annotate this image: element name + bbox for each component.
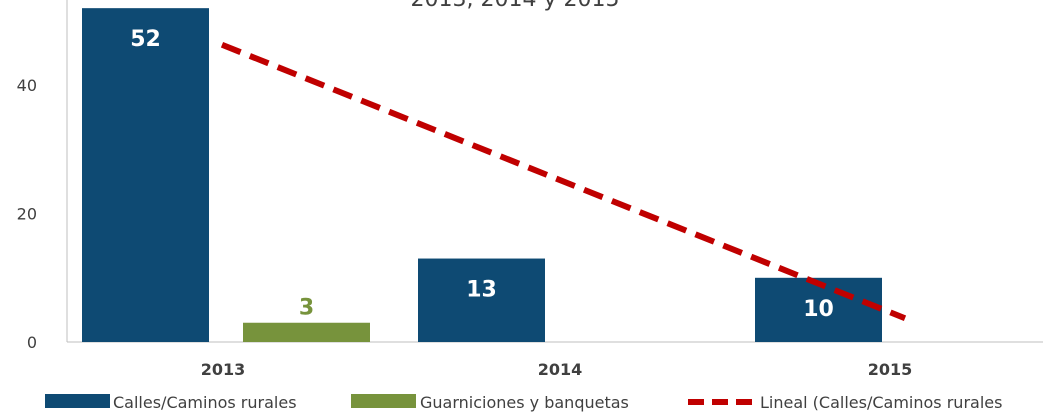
legend-swatch-guarniciones xyxy=(351,394,416,408)
x-tick-label: 2014 xyxy=(538,360,583,379)
trendline-line xyxy=(220,41,907,322)
bars: 52 13 10 3 xyxy=(82,8,882,342)
x-tick-label: 2013 xyxy=(201,360,246,379)
data-label: 3 xyxy=(299,296,314,321)
bar-calles-2013 xyxy=(82,8,209,342)
data-label: 52 xyxy=(130,27,161,52)
y-axis-ticks: 0 20 40 xyxy=(17,76,37,352)
bar-guarniciones-2013 xyxy=(243,322,370,342)
legend-swatch-calles xyxy=(45,394,110,408)
bar-calles-2014 xyxy=(418,258,545,342)
bar-calles-2015 xyxy=(755,277,882,342)
x-tick-label: 2015 xyxy=(868,360,913,379)
legend-label-calles: Calles/Caminos rurales xyxy=(113,393,297,412)
y-tick-label: 40 xyxy=(17,76,37,95)
legend: Calles/Caminos rurales Guarniciones y ban… xyxy=(45,393,1002,412)
chart-title: 2013, 2014 y 2015 xyxy=(411,0,620,12)
data-label: 13 xyxy=(466,278,497,303)
y-tick-label: 20 xyxy=(17,205,37,224)
data-label: 10 xyxy=(803,297,834,322)
trendline xyxy=(220,41,907,322)
x-axis-ticks: 2013 2014 2015 xyxy=(201,360,913,379)
y-tick-label: 0 xyxy=(27,333,37,352)
legend-label-trendline: Lineal (Calles/Caminos rurales xyxy=(760,393,1002,412)
legend-label-guarniciones: Guarniciones y banquetas xyxy=(420,393,629,412)
